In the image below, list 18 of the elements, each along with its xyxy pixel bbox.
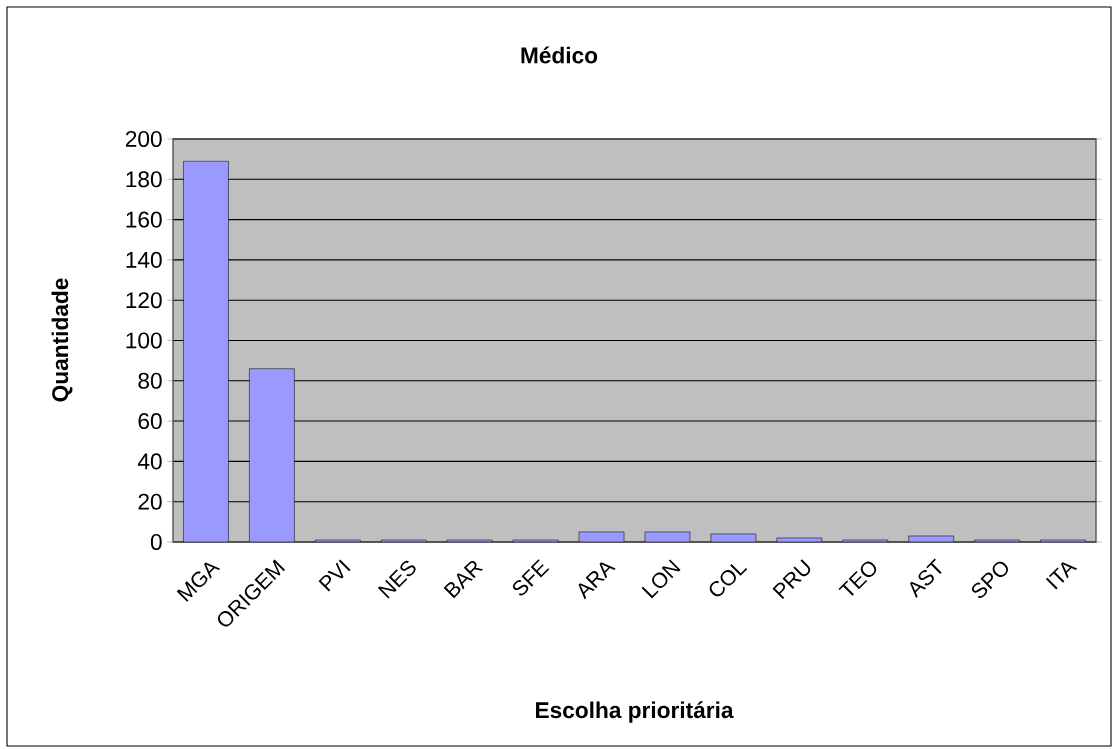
x-tick-label: COL — [709, 564, 748, 597]
y-tick-label: 60 — [138, 413, 162, 430]
x-axis-title: Escolha prioritária — [536, 701, 734, 723]
y-tick-label: 80 — [138, 372, 162, 389]
y-tick-label: 20 — [138, 493, 162, 510]
y-tick-label: 100 — [126, 332, 162, 349]
x-tick-label: PVI — [318, 559, 351, 592]
x-tick-label: ITA — [1045, 562, 1078, 590]
y-tick-label: 160 — [126, 211, 162, 228]
y-tick-label: 140 — [126, 251, 162, 268]
y-tick-label: 40 — [137, 453, 162, 470]
chart-title: Médico — [521, 46, 598, 64]
y-tick-label: 180 — [126, 171, 162, 188]
y-tick-label: 200 — [125, 130, 162, 148]
x-tick-label: TEO — [838, 561, 877, 596]
y-tick-label: 120 — [126, 292, 162, 309]
y-tick-label: 0 — [150, 533, 162, 551]
y-axis-title: Quantidade — [51, 278, 73, 402]
